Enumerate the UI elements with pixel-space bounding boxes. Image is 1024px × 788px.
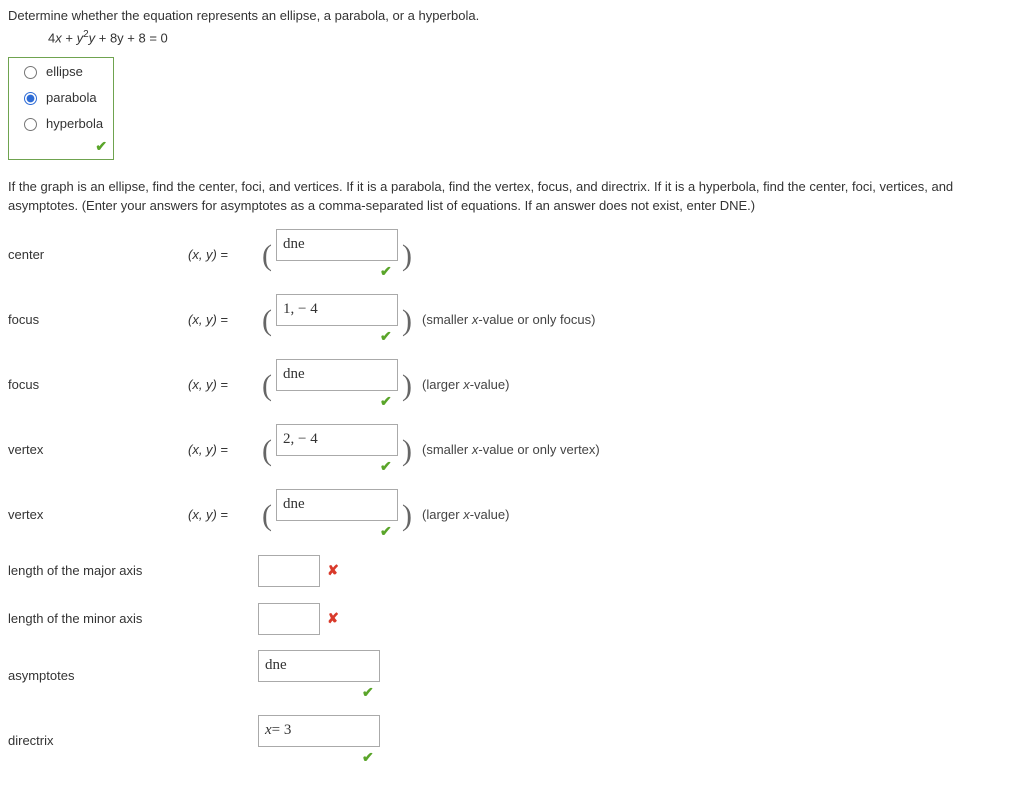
xy-label: (x, y) = [188, 247, 258, 262]
radio-label: parabola [46, 90, 97, 105]
radio-group: ellipse parabola hyperbola ✔ [8, 57, 114, 160]
xy-label: (x, y) = [188, 377, 258, 392]
row-asymptotes: asymptotes dne ✔ [8, 650, 1016, 701]
radio-parabola[interactable] [24, 92, 37, 105]
row-major-axis: length of the major axis ✘ [8, 554, 1016, 588]
check-icon: ✔ [380, 458, 392, 474]
row-focus-2: focus (x, y) = ( dne ✔ ) (larger x-value… [8, 359, 1016, 410]
label-center: center [8, 247, 188, 262]
note-larger-focus: (larger x-value) [422, 377, 509, 392]
equation: 4x + y2y + 8y + 8 = 0 [48, 29, 1016, 45]
input-asymptotes[interactable]: dne [258, 650, 380, 682]
label-asymptotes: asymptotes [8, 668, 188, 683]
row-center: center (x, y) = ( dne ✔ ) [8, 229, 1016, 280]
row-minor-axis: length of the minor axis ✘ [8, 602, 1016, 636]
xy-label: (x, y) = [188, 507, 258, 522]
x-icon: ✘ [327, 610, 339, 627]
check-icon: ✔ [380, 263, 392, 279]
radio-option-parabola[interactable]: parabola [9, 84, 113, 110]
input-vertex-2[interactable]: dne [276, 489, 398, 521]
instruction-text: If the graph is an ellipse, find the cen… [8, 178, 1016, 214]
label-focus: focus [8, 312, 188, 327]
input-center[interactable]: dne [276, 229, 398, 261]
radio-option-hyperbola[interactable]: hyperbola [9, 110, 113, 136]
label-minor: length of the minor axis [8, 611, 188, 626]
eq-part: + 8y + 8 = 0 [95, 30, 168, 45]
xy-label: (x, y) = [188, 312, 258, 327]
input-major[interactable] [258, 555, 320, 587]
input-focus-1[interactable]: 1, − 4 [276, 294, 398, 326]
check-icon: ✔ [362, 684, 374, 700]
x-icon: ✘ [327, 562, 339, 579]
radio-ellipse[interactable] [24, 66, 37, 79]
label-vertex: vertex [8, 442, 188, 457]
label-major: length of the major axis [8, 563, 188, 578]
check-icon: ✔ [95, 138, 107, 154]
radio-label: ellipse [46, 64, 83, 79]
radio-label: hyperbola [46, 116, 103, 131]
label-focus: focus [8, 377, 188, 392]
check-icon: ✔ [380, 393, 392, 409]
label-directrix: directrix [8, 733, 188, 748]
note-larger-vertex: (larger x-value) [422, 507, 509, 522]
label-vertex: vertex [8, 507, 188, 522]
radio-feedback: ✔ [9, 136, 113, 159]
row-focus-1: focus (x, y) = ( 1, − 4 ✔ ) (smaller x-v… [8, 294, 1016, 345]
input-vertex-1[interactable]: 2, − 4 [276, 424, 398, 456]
radio-hyperbola[interactable] [24, 118, 37, 131]
note-smaller-vertex: (smaller x-value or only vertex) [422, 442, 600, 457]
input-minor[interactable] [258, 603, 320, 635]
row-vertex-1: vertex (x, y) = ( 2, − 4 ✔ ) (smaller x-… [8, 424, 1016, 475]
check-icon: ✔ [380, 328, 392, 344]
input-focus-2[interactable]: dne [276, 359, 398, 391]
check-icon: ✔ [380, 523, 392, 539]
check-icon: ✔ [362, 749, 374, 765]
row-directrix: directrix x = 3 ✔ [8, 715, 1016, 766]
xy-label: (x, y) = [188, 442, 258, 457]
note-smaller-focus: (smaller x-value or only focus) [422, 312, 595, 327]
input-directrix[interactable]: x = 3 [258, 715, 380, 747]
row-vertex-2: vertex (x, y) = ( dne ✔ ) (larger x-valu… [8, 489, 1016, 540]
radio-option-ellipse[interactable]: ellipse [9, 58, 113, 84]
question-text: Determine whether the equation represent… [8, 8, 1016, 23]
eq-part: + [62, 30, 77, 45]
